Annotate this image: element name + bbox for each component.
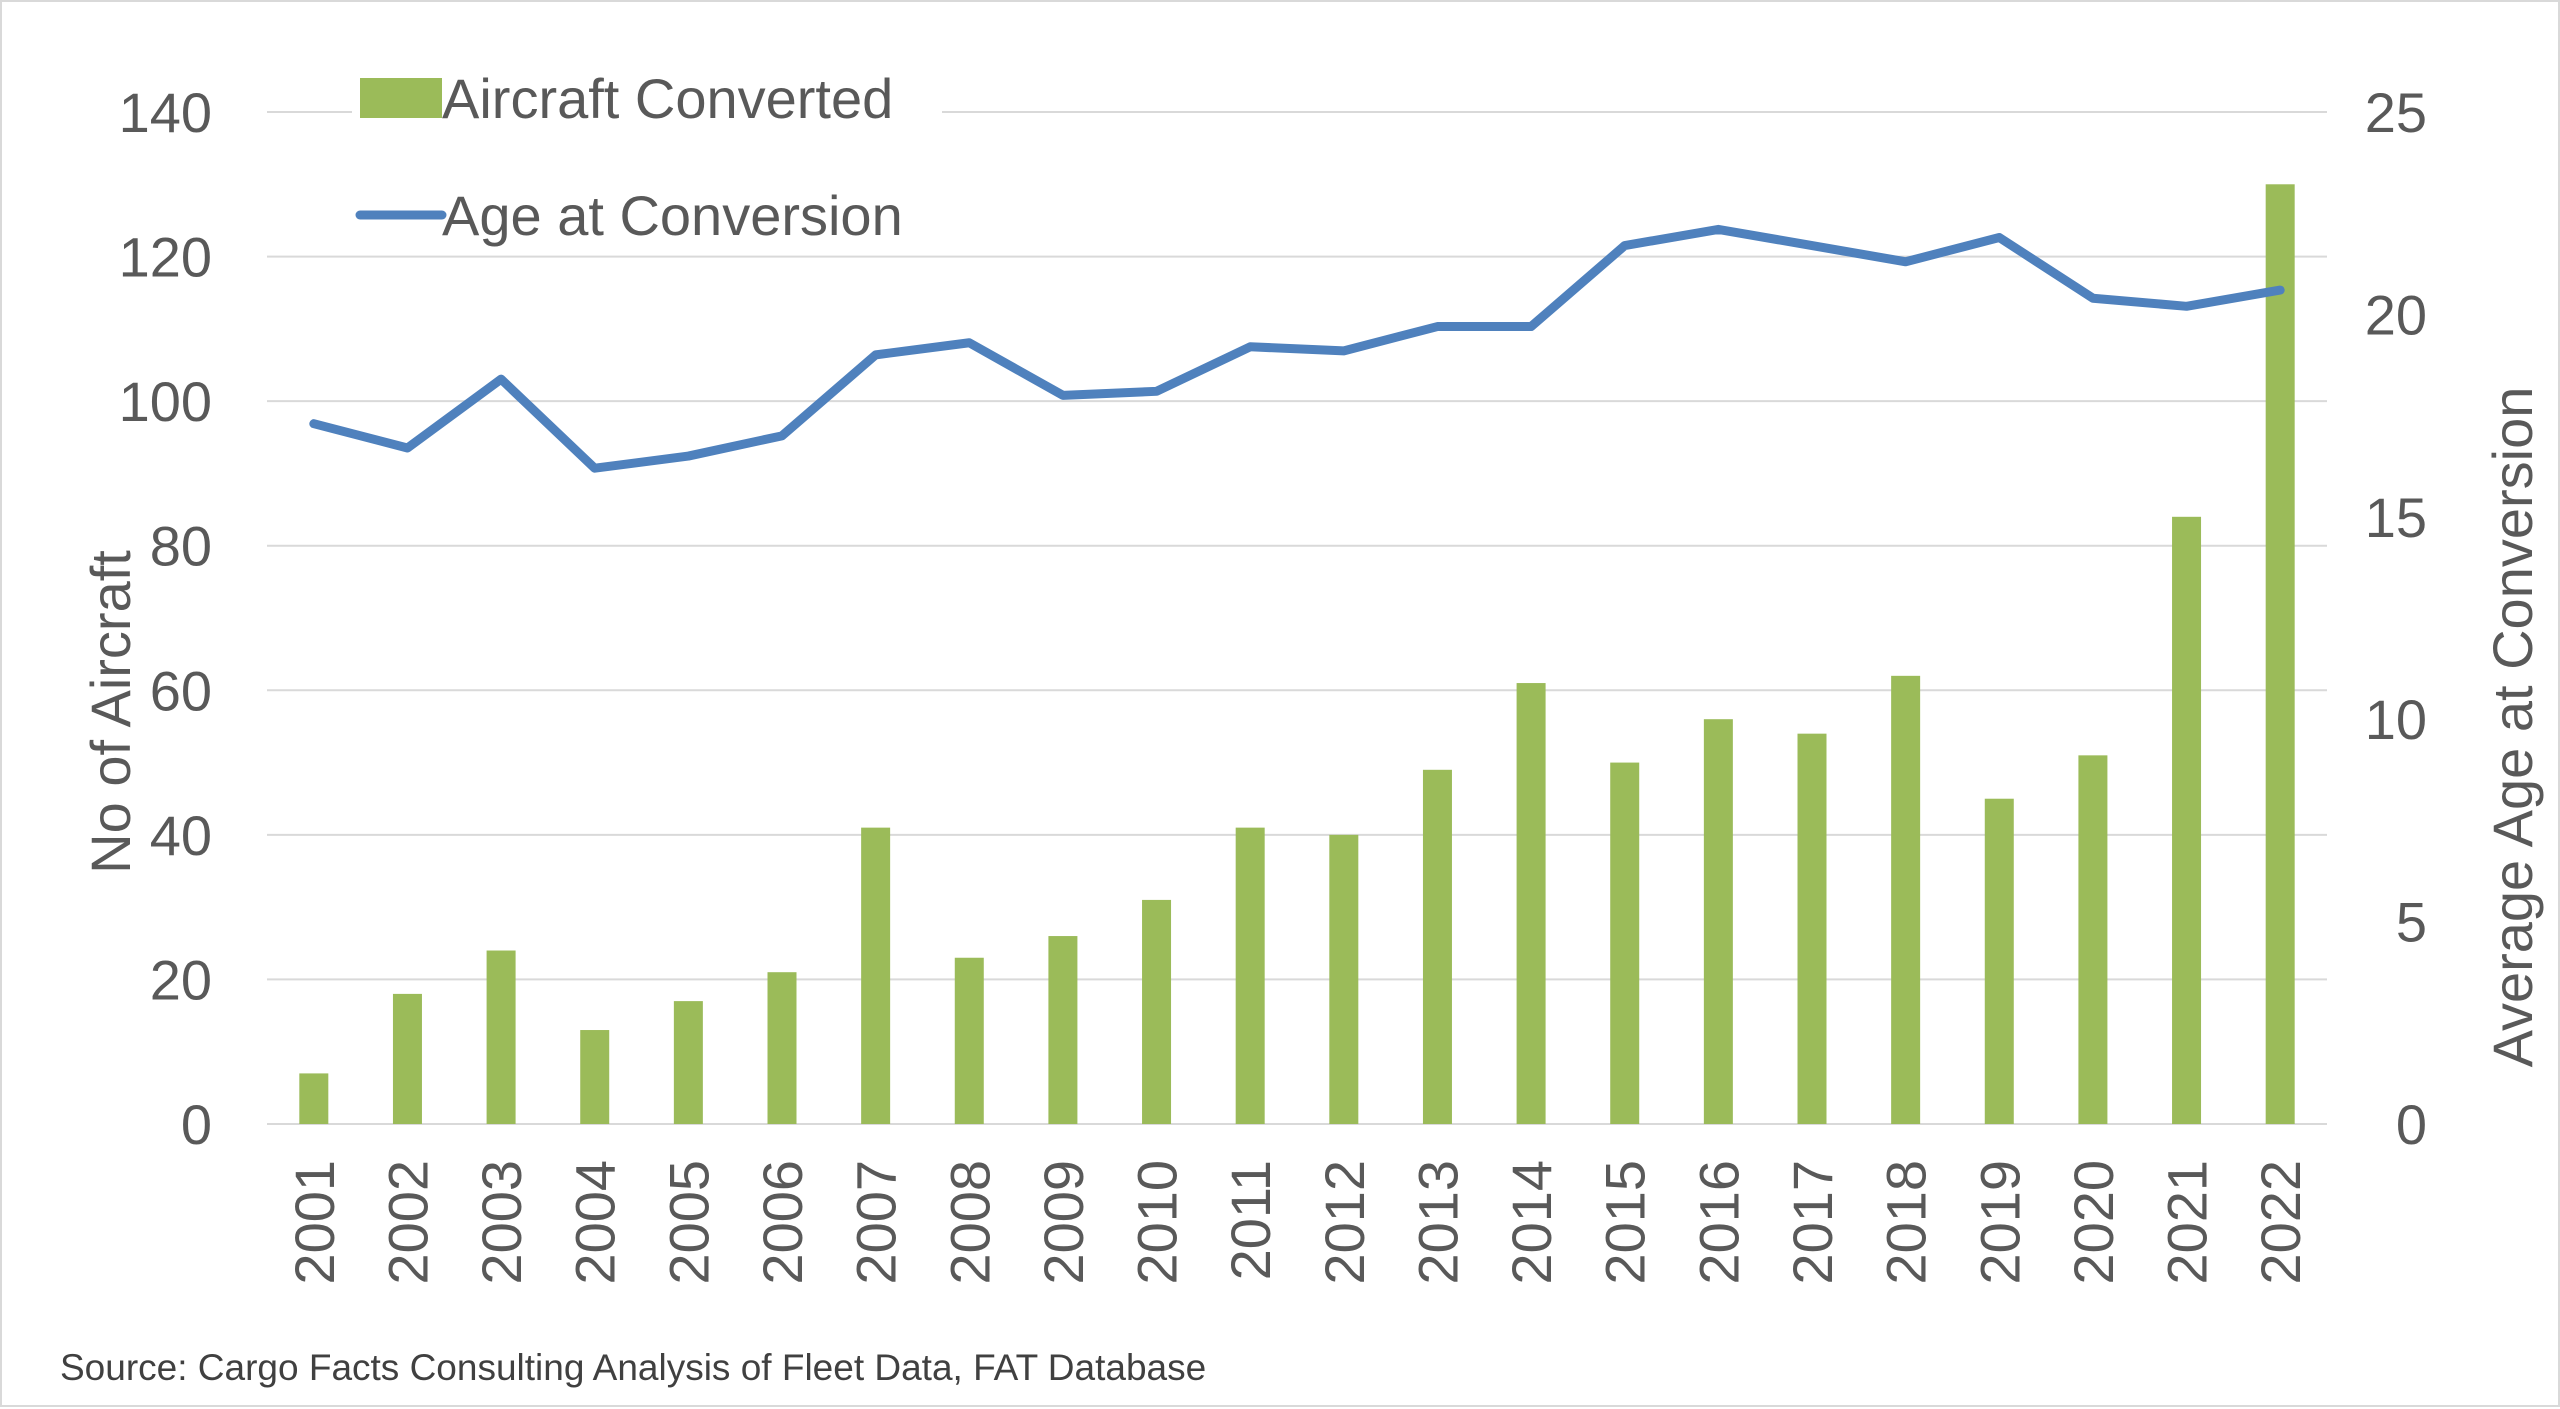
age-point-2016 — [1717, 228, 1719, 230]
age-point-2008 — [968, 342, 970, 344]
right-axis-ticks: 0 5 10 15 20 25 — [2365, 81, 2427, 1156]
bar-2003 — [486, 950, 516, 1124]
bar-2021 — [2172, 516, 2202, 1124]
legend: Aircraft Converted Age at Conversion — [352, 62, 942, 252]
right-tick-label-5: 5 — [2396, 891, 2427, 954]
line-series-age-at-conversion — [309, 224, 2285, 473]
age-point-2006 — [781, 435, 783, 437]
bar-series-aircraft-converted — [299, 184, 2295, 1125]
legend-label-age-at-conversion: Age at Conversion — [442, 184, 903, 247]
age-point-2001 — [313, 423, 315, 425]
bar-2013 — [1422, 769, 1452, 1124]
age-point-2004 — [594, 467, 596, 469]
x-tick-label-2021: 2021 — [2156, 1160, 2219, 1285]
x-tick-label-2012: 2012 — [1313, 1160, 1376, 1285]
age-point-2018 — [1905, 261, 1907, 263]
x-tick-label-2005: 2005 — [657, 1160, 720, 1285]
left-axis-title: No of Aircraft — [79, 550, 142, 874]
bar-2018 — [1891, 675, 1921, 1124]
x-tick-label-2008: 2008 — [938, 1160, 1001, 1285]
x-tick-label-2009: 2009 — [1032, 1160, 1095, 1285]
age-point-2014 — [1530, 326, 1532, 328]
right-tick-label-0: 0 — [2396, 1093, 2427, 1156]
age-point-2007 — [875, 354, 877, 356]
bar-2019 — [1984, 798, 2014, 1124]
left-tick-label-100: 100 — [119, 370, 212, 433]
bar-2002 — [392, 993, 422, 1124]
bar-2017 — [1797, 733, 1827, 1124]
age-point-2022 — [2279, 289, 2281, 291]
x-tick-label-2014: 2014 — [1500, 1160, 1563, 1285]
left-tick-label-0: 0 — [181, 1093, 212, 1156]
left-tick-label-60: 60 — [150, 659, 212, 722]
age-point-2015 — [1624, 245, 1626, 247]
bar-2016 — [1703, 719, 1733, 1124]
x-tick-label-2011: 2011 — [1219, 1160, 1282, 1280]
x-tick-label-2022: 2022 — [2249, 1160, 2312, 1285]
bar-2005 — [673, 1001, 703, 1124]
x-tick-label-2015: 2015 — [1594, 1160, 1657, 1285]
x-tick-label-2002: 2002 — [376, 1160, 439, 1285]
x-tick-label-2016: 2016 — [1687, 1160, 1750, 1285]
age-line — [309, 224, 2285, 473]
bar-2001 — [299, 1073, 329, 1124]
x-tick-label-2020: 2020 — [2062, 1160, 2125, 1285]
x-tick-label-2017: 2017 — [1781, 1160, 1844, 1285]
age-point-2019 — [1998, 236, 2000, 238]
right-tick-label-20: 20 — [2365, 283, 2427, 346]
bar-2004 — [580, 1030, 610, 1124]
bar-2006 — [767, 972, 797, 1124]
bar-2011 — [1235, 827, 1265, 1124]
right-axis-title: Average Age at Conversion — [2481, 387, 2544, 1068]
x-axis-ticks: 2001 2002 2003 2004 2005 2006 2007 2008 2009 2010… — [283, 1160, 2312, 1285]
age-point-2017 — [1811, 245, 1813, 247]
right-tick-label-15: 15 — [2365, 486, 2427, 549]
legend-background — [352, 182, 942, 252]
bar-2007 — [861, 827, 891, 1124]
x-tick-label-2003: 2003 — [470, 1160, 533, 1285]
x-tick-label-2013: 2013 — [1406, 1160, 1469, 1285]
bar-2014 — [1516, 683, 1546, 1124]
x-tick-label-2007: 2007 — [845, 1160, 908, 1285]
legend-bar-swatch — [360, 78, 442, 118]
age-point-2021 — [2186, 305, 2188, 307]
left-tick-label-80: 80 — [150, 515, 212, 578]
x-tick-label-2010: 2010 — [1126, 1160, 1189, 1285]
age-point-2010 — [1156, 390, 1158, 392]
age-point-2011 — [1249, 346, 1251, 348]
left-tick-label-20: 20 — [150, 948, 212, 1011]
left-axis-ticks: 0 20 40 60 80 100 120 140 — [119, 81, 212, 1156]
bar-2008 — [954, 957, 984, 1124]
age-point-2002 — [406, 447, 408, 449]
age-point-2012 — [1343, 350, 1345, 352]
age-point-2005 — [687, 455, 689, 457]
legend-label-aircraft-converted: Aircraft Converted — [442, 67, 893, 130]
left-tick-label-140: 140 — [119, 81, 212, 144]
x-tick-label-2019: 2019 — [1968, 1160, 2031, 1285]
age-point-2013 — [1436, 326, 1438, 328]
x-tick-label-2006: 2006 — [751, 1160, 814, 1285]
age-point-2009 — [1062, 394, 1064, 396]
bar-2010 — [1142, 899, 1172, 1124]
x-tick-label-2004: 2004 — [564, 1160, 627, 1285]
age-point-2003 — [500, 378, 502, 380]
x-tick-label-2018: 2018 — [1875, 1160, 1938, 1285]
bar-2012 — [1329, 834, 1359, 1124]
bar-2009 — [1048, 936, 1078, 1124]
left-tick-label-120: 120 — [119, 226, 212, 289]
left-tick-label-40: 40 — [150, 804, 212, 867]
age-point-2020 — [2092, 297, 2094, 299]
bar-2020 — [2078, 755, 2108, 1124]
bar-2015 — [1610, 762, 1640, 1124]
x-tick-label-2001: 2001 — [283, 1160, 346, 1285]
source-note: Source: Cargo Facts Consulting Analysis … — [60, 1347, 1206, 1388]
bar-2022 — [2265, 184, 2295, 1125]
gridlines — [267, 111, 2327, 1125]
legend-background — [352, 62, 942, 132]
right-tick-label-10: 10 — [2365, 688, 2427, 751]
right-tick-label-25: 25 — [2365, 81, 2427, 144]
